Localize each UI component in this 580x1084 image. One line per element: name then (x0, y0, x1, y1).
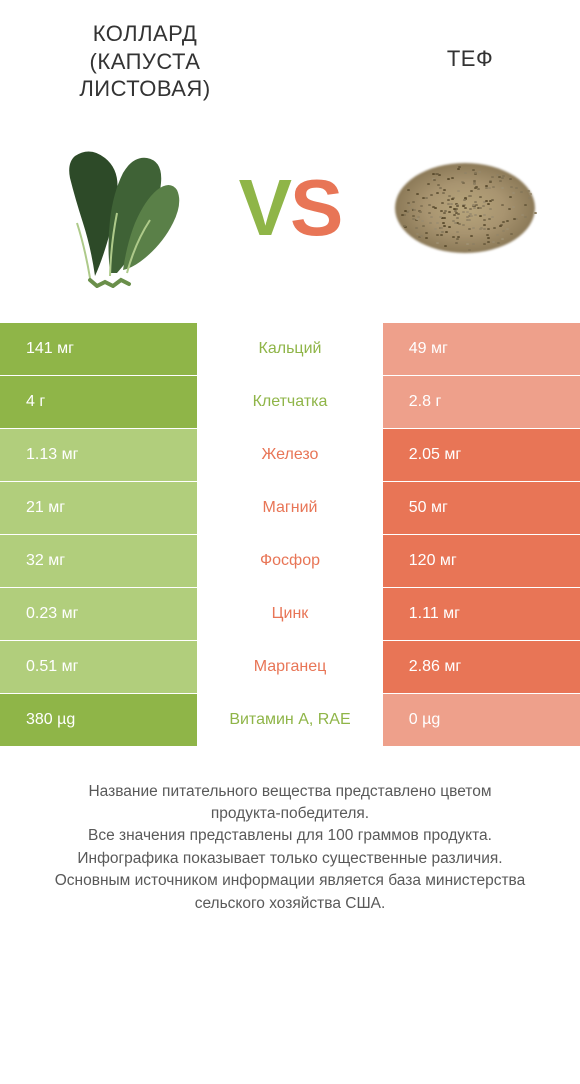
cell-nutrient-label: Цинк (197, 588, 383, 640)
cell-right-value: 49 мг (383, 323, 580, 375)
teff-image (380, 123, 550, 293)
header: КОЛЛАРД (КАПУСТА ЛИСТОВАЯ) ТЕФ (0, 0, 580, 103)
collard-image (30, 123, 200, 293)
cell-nutrient-label: Магний (197, 482, 383, 534)
cell-nutrient-label: Клетчатка (197, 376, 383, 428)
cell-left-value: 32 мг (0, 535, 197, 587)
cell-left-value: 380 µg (0, 694, 197, 746)
vs-s: S (290, 162, 341, 254)
table-row: 32 мгФосфор120 мг (0, 535, 580, 588)
cell-left-value: 0.23 мг (0, 588, 197, 640)
cell-left-value: 21 мг (0, 482, 197, 534)
cell-right-value: 2.8 г (383, 376, 580, 428)
cell-right-value: 50 мг (383, 482, 580, 534)
cell-right-value: 2.86 мг (383, 641, 580, 693)
table-row: 4 гКлетчатка2.8 г (0, 376, 580, 429)
cell-nutrient-label: Марганец (197, 641, 383, 693)
cell-left-value: 4 г (0, 376, 197, 428)
cell-left-value: 141 мг (0, 323, 197, 375)
title-left: КОЛЛАРД (КАПУСТА ЛИСТОВАЯ) (40, 20, 250, 103)
vs-label: VS (239, 162, 342, 254)
table-row: 1.13 мгЖелезо2.05 мг (0, 429, 580, 482)
table-row: 0.51 мгМарганец2.86 мг (0, 641, 580, 694)
table-row: 0.23 мгЦинк1.11 мг (0, 588, 580, 641)
cell-nutrient-label: Железо (197, 429, 383, 481)
vs-v: V (239, 162, 290, 254)
table-row: 21 мгМагний50 мг (0, 482, 580, 535)
footnote: Название питательного вещества представл… (0, 747, 580, 916)
cell-left-value: 1.13 мг (0, 429, 197, 481)
cell-nutrient-label: Фосфор (197, 535, 383, 587)
table-row: 380 µgВитамин A, RAE0 µg (0, 694, 580, 747)
cell-right-value: 2.05 мг (383, 429, 580, 481)
collard-icon (35, 128, 195, 288)
cell-nutrient-label: Витамин A, RAE (197, 694, 383, 746)
table-row: 141 мгКальций49 мг (0, 323, 580, 376)
images-row: VS (0, 103, 580, 323)
cell-right-value: 1.11 мг (383, 588, 580, 640)
title-right: ТЕФ (400, 20, 540, 73)
nutrition-table: 141 мгКальций49 мг4 гКлетчатка2.8 г1.13 … (0, 323, 580, 747)
cell-left-value: 0.51 мг (0, 641, 197, 693)
cell-right-value: 120 мг (383, 535, 580, 587)
cell-right-value: 0 µg (383, 694, 580, 746)
cell-nutrient-label: Кальций (197, 323, 383, 375)
teff-icon (390, 153, 540, 263)
